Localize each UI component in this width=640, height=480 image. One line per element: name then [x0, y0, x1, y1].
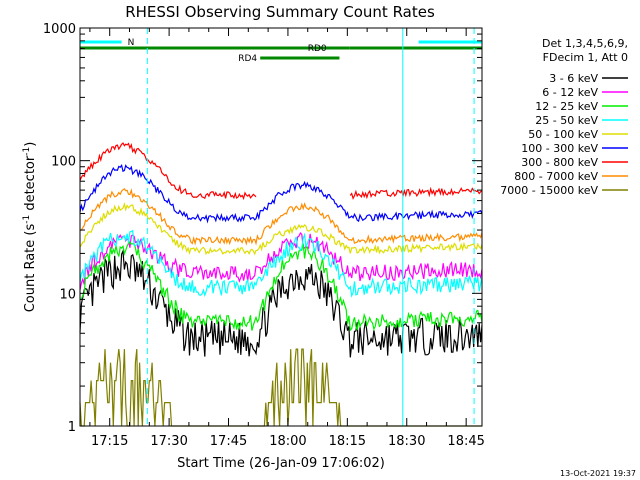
- legend-entry-label: 25 - 50 keV: [535, 114, 598, 127]
- chart-title: RHESSI Observing Summary Count Rates: [125, 3, 435, 21]
- y-tick-label: 10: [59, 287, 76, 302]
- legend-entry-label: 50 - 100 keV: [528, 128, 598, 141]
- flag-label: RD0: [308, 44, 327, 54]
- series-line: [79, 142, 483, 201]
- x-tick-label: 17:45: [210, 434, 247, 449]
- legend-header-line-2: FDecim 1, Att 0: [543, 51, 628, 64]
- y-tick-label: 1: [68, 420, 76, 435]
- flag-label: RD4: [238, 54, 257, 64]
- x-axis-label: Start Time (26-Jan-09 17:06:02): [177, 456, 385, 471]
- data-layer: [79, 142, 483, 427]
- x-tick-label: 17:15: [91, 434, 128, 449]
- series-line: [79, 201, 483, 256]
- legend-entry-label: 7000 - 15000 keV: [500, 184, 598, 197]
- legend-entry-label: 800 - 7000 keV: [514, 170, 598, 183]
- series-line: [79, 348, 482, 427]
- y-axis-label: Count Rate (s-1 detector-1): [22, 142, 38, 313]
- y-tick-label: 1000: [43, 22, 76, 37]
- flag-label: N: [128, 38, 135, 48]
- footer-date: 13-Oct-2021 19:37: [560, 469, 636, 478]
- y-tick-label: 100: [51, 155, 76, 170]
- legend-entry-label: 3 - 6 keV: [549, 72, 598, 85]
- x-tick-label: 18:30: [388, 434, 425, 449]
- legend-entry-label: 100 - 300 keV: [521, 142, 598, 155]
- legend-entry-label: 6 - 12 keV: [542, 86, 598, 99]
- x-tick-label: 17:30: [150, 434, 187, 449]
- x-tick-label: 18:00: [269, 434, 306, 449]
- legend-header-line-1: Det 1,3,4,5,6,9,: [542, 37, 628, 50]
- x-tick-label: 18:15: [329, 434, 366, 449]
- legend-entry-label: 300 - 800 keV: [521, 156, 598, 169]
- x-tick-label: 18:45: [447, 434, 484, 449]
- flag-layer: N RD0 RD4: [80, 38, 482, 64]
- legend-entry-label: 12 - 25 keV: [535, 100, 598, 113]
- plot-frame: [79, 27, 483, 427]
- axes-layer: 17:15 17:30 17:45 18:00 18:15 18:30 18:45 1 10 10…: [43, 22, 485, 449]
